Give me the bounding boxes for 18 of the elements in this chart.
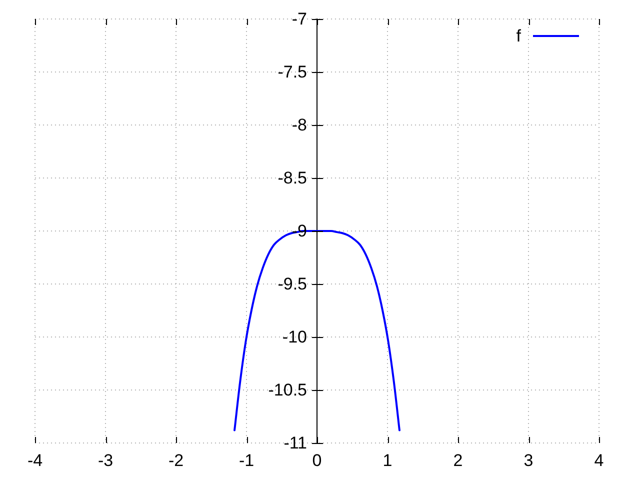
x-tick-label: 2 xyxy=(453,451,463,470)
y-tick-label: -7 xyxy=(292,10,307,29)
y-tick-label: -8 xyxy=(292,116,307,135)
x-tick-label: -2 xyxy=(168,451,184,470)
legend-label: f xyxy=(516,26,522,46)
x-tick-label: 3 xyxy=(524,451,534,470)
y-tick-label: -7.5 xyxy=(278,62,307,82)
x-tick-label: -4 xyxy=(27,451,43,470)
y-tick-label: -10.5 xyxy=(268,380,307,400)
x-tick-label: -1 xyxy=(238,451,254,470)
y-tick-label: -10 xyxy=(282,328,307,347)
y-tick-label: -8.5 xyxy=(278,168,307,188)
x-tick-label: 4 xyxy=(594,451,604,470)
y-tick-label: -11 xyxy=(284,434,307,453)
y-tick-label: -9.5 xyxy=(278,274,307,294)
x-tick-label: -3 xyxy=(98,451,114,470)
x-tick-label: 0 xyxy=(312,451,322,470)
x-tick-label: 1 xyxy=(382,451,392,470)
